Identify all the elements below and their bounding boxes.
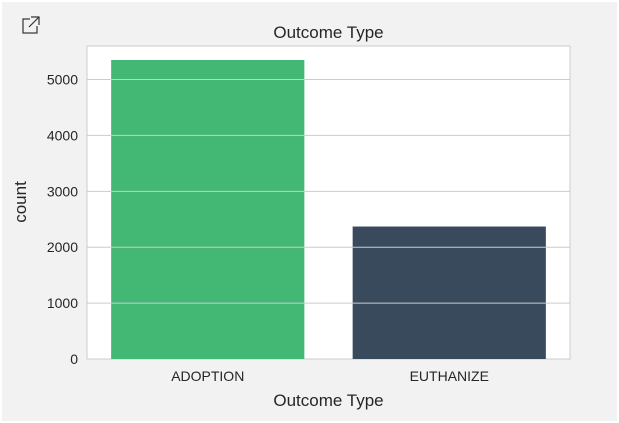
bar-adoption: [111, 59, 305, 360]
x-axis-label: Outcome Type: [273, 391, 383, 410]
y-tick-label: 2000: [47, 239, 78, 255]
y-axis-label: count: [11, 181, 30, 223]
y-tick-label: 3000: [47, 183, 78, 199]
bar-euthanize: [352, 226, 546, 359]
expand-icon[interactable]: [20, 14, 42, 36]
x-tick-label: EUTHANIZE: [410, 368, 489, 384]
x-tick-label: ADOPTION: [171, 368, 244, 384]
gridlines: [87, 79, 570, 304]
bars: [111, 59, 546, 360]
y-ticks: 0 1000 2000 3000 4000 5000: [47, 72, 78, 367]
x-ticks: ADOPTION EUTHANIZE: [171, 368, 489, 384]
y-tick-label: 0: [70, 351, 78, 367]
y-tick-label: 4000: [47, 127, 78, 143]
y-tick-label: 5000: [47, 72, 78, 88]
chart-title: Outcome Type: [273, 23, 383, 42]
y-tick-label: 1000: [47, 295, 78, 311]
